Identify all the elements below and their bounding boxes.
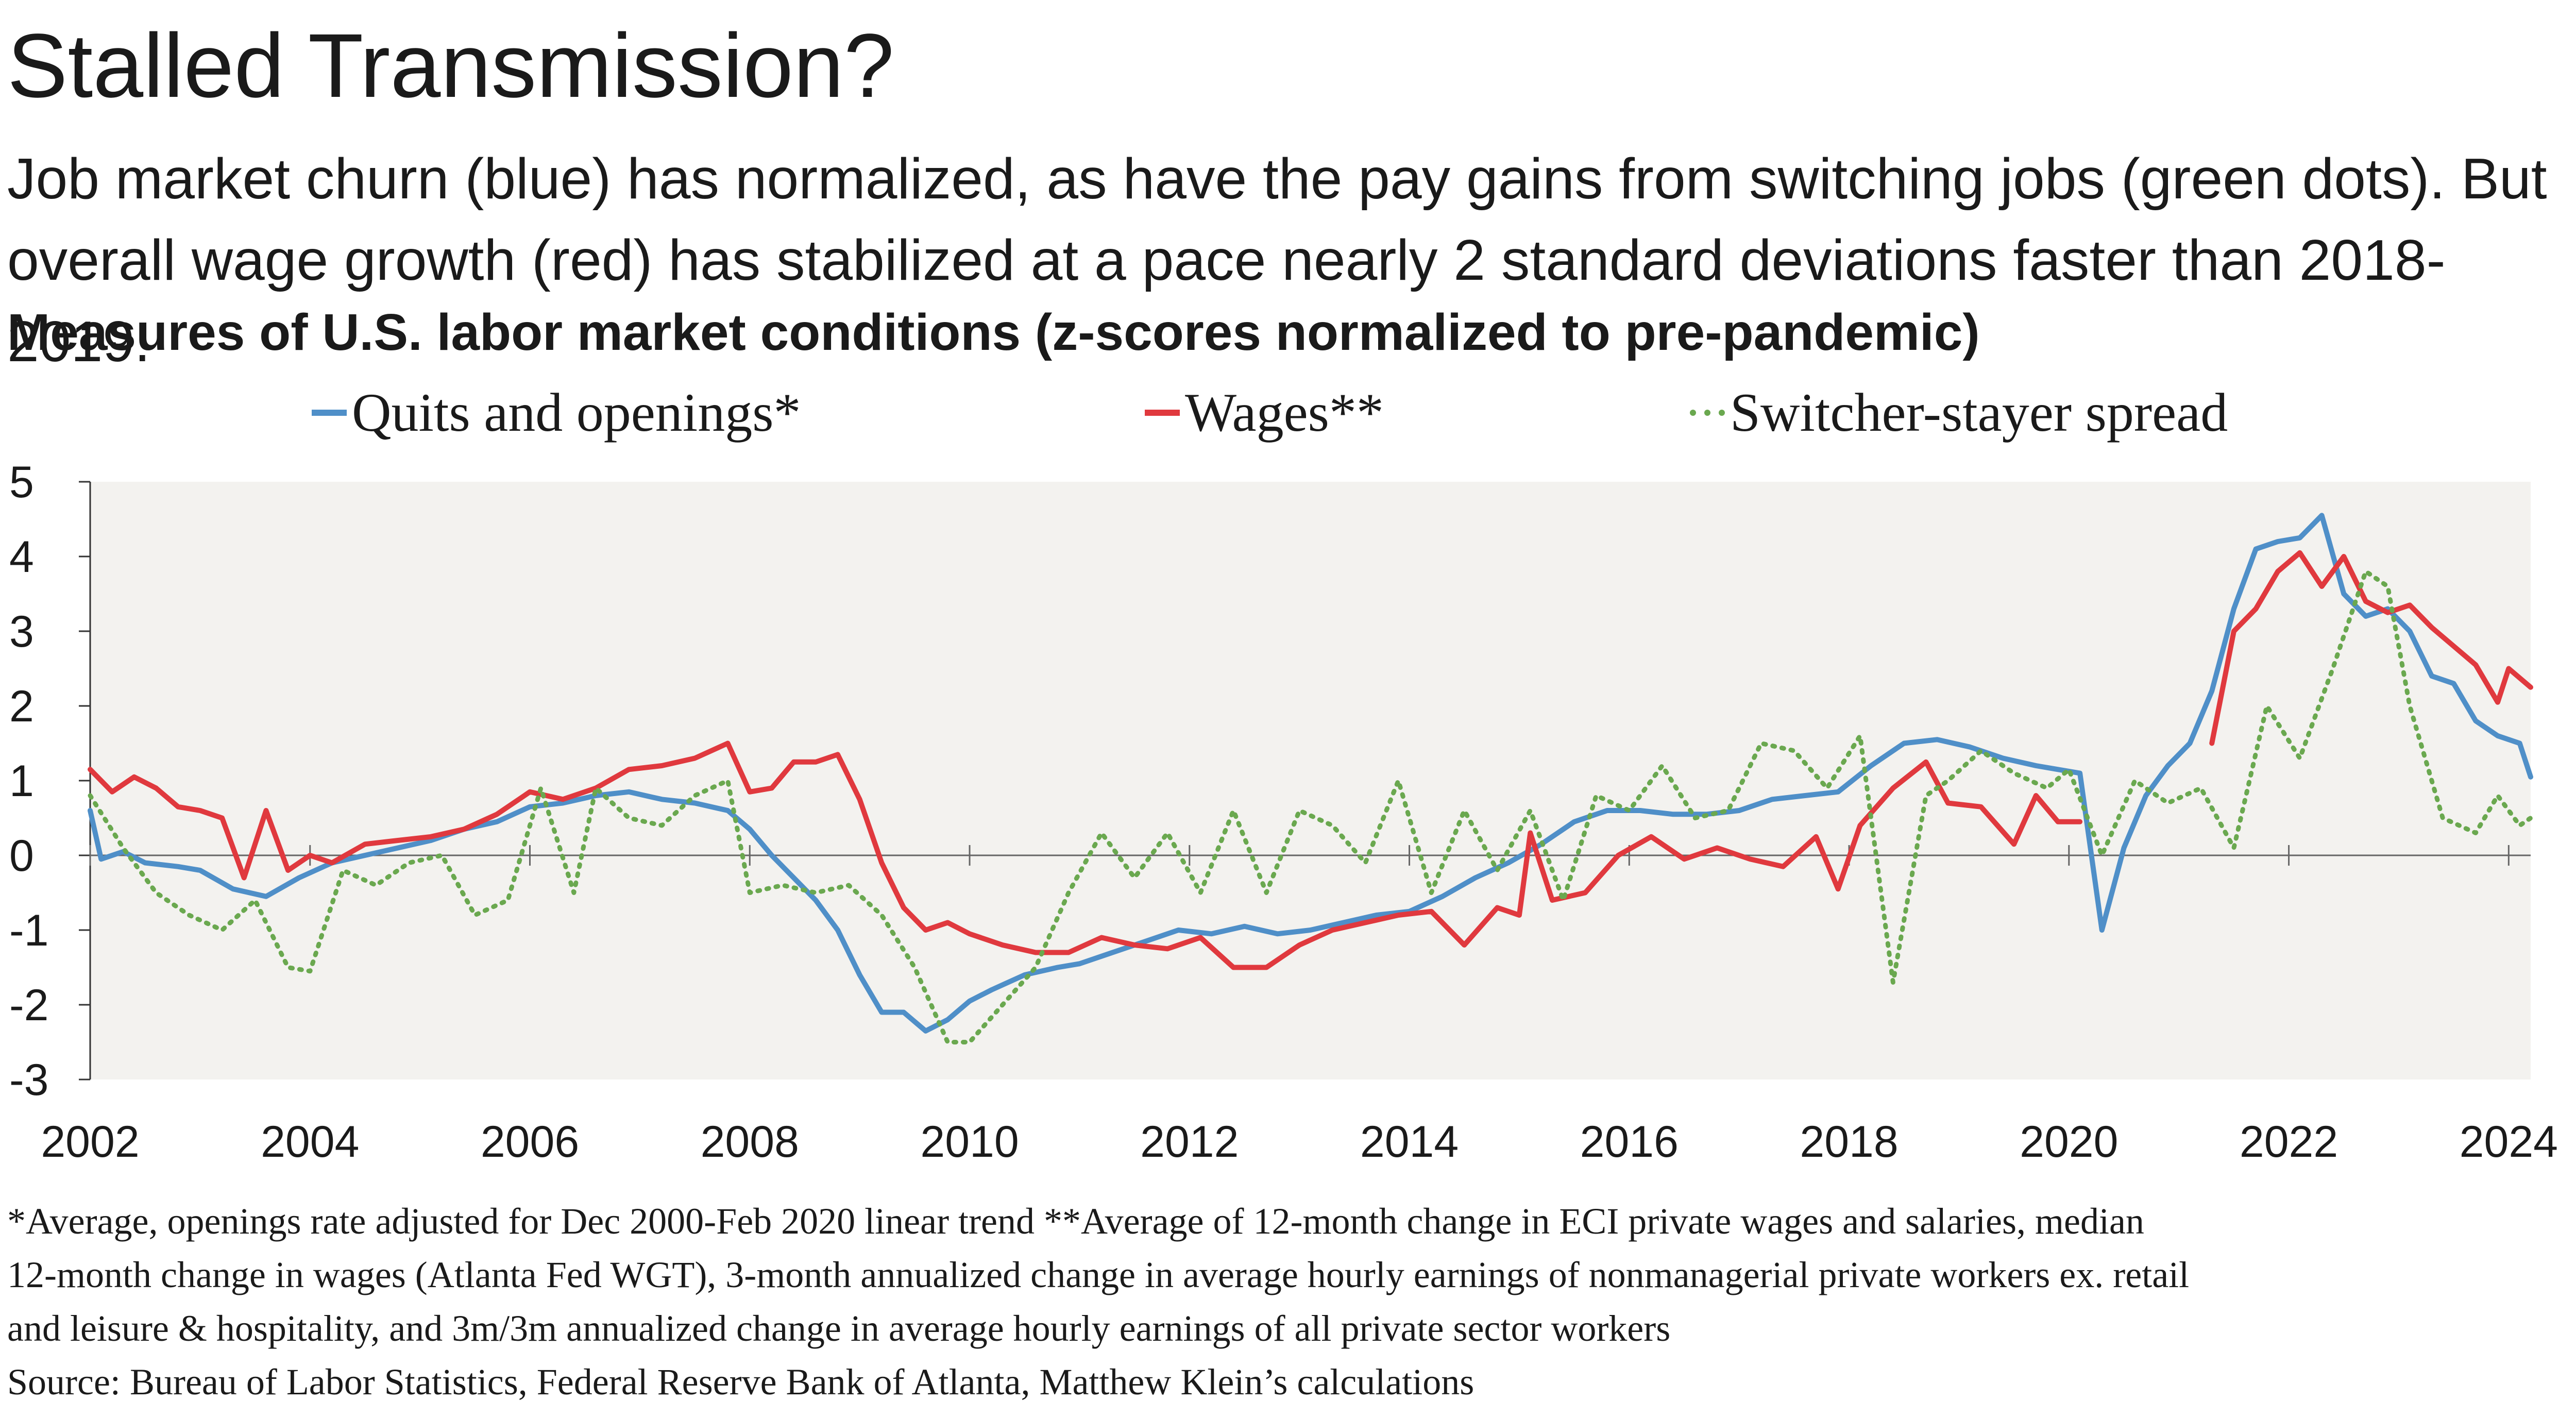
chart-title: Stalled Transmission? (7, 15, 894, 116)
footnote-line: 12-month change in wages (Atlanta Fed WG… (7, 1254, 2190, 1295)
y-tick-label: -1 (9, 906, 48, 955)
x-tick-label: 2016 (1580, 1117, 1679, 1167)
chart-subtitle: Job market churn (blue) has normalized, … (7, 147, 2547, 374)
chart-heading: Measures of U.S. labor market conditions… (7, 303, 1980, 361)
legend-item-quits: Quits and openings* (312, 381, 801, 444)
source-line: Source: Bureau of Labor Statistics, Fede… (7, 1361, 1475, 1403)
series-quits-line (88, 513, 2533, 1034)
y-tick-label: 5 (9, 458, 34, 507)
legend-label-quits: Quits and openings* (352, 382, 801, 443)
x-tick-label: 2012 (1140, 1117, 1239, 1167)
x-tick-label: 2020 (2020, 1117, 2118, 1167)
footnote-line: and leisure & hospitality, and 3m/3m ann… (7, 1308, 1671, 1349)
footnote: *Average, openings rate adjusted for Dec… (7, 1194, 2563, 1409)
legend-swatch-wages (1145, 410, 1180, 416)
x-tick-label: 2022 (2240, 1117, 2338, 1167)
legend-swatch-switcher (1690, 410, 1725, 416)
y-tick-label: 0 (9, 831, 34, 881)
x-tick-label: 2018 (1800, 1117, 1898, 1167)
plot-area (90, 482, 2531, 1079)
y-tick-label: -2 (9, 981, 48, 1030)
x-tick-label: 2008 (701, 1117, 799, 1167)
legend-item-switcher: Switcher-stayer spread (1690, 381, 2228, 444)
legend-swatch-quits (312, 410, 347, 416)
x-tick-label: 2006 (481, 1117, 579, 1167)
y-tick-label: -3 (9, 1055, 48, 1105)
legend-item-wages: Wages** (1145, 381, 1384, 444)
y-tick-label: 2 (9, 682, 34, 731)
legend-label-wages: Wages** (1185, 382, 1384, 443)
legend-label-switcher: Switcher-stayer spread (1730, 382, 2228, 443)
line-chart: -3 -2 -1 0 1 2 3 4 5 2002 2004 2006 2008 2010 2012 2014… (9, 458, 2558, 1167)
chart-legend: Quits and openings* Wages** Switcher-sta… (0, 381, 2576, 448)
series-wages-line (88, 550, 2533, 970)
x-tick-label: 2002 (41, 1117, 139, 1167)
y-tick-label: 1 (9, 756, 34, 806)
x-tick-label: 2004 (261, 1117, 359, 1167)
y-tick-label: 3 (9, 607, 34, 656)
footnote-line: *Average, openings rate adjusted for Dec… (7, 1201, 2144, 1242)
x-tick-label: 2024 (2460, 1117, 2558, 1167)
x-tick-label: 2010 (920, 1117, 1019, 1167)
x-tick-label: 2014 (1360, 1117, 1459, 1167)
y-tick-label: 4 (9, 532, 34, 582)
